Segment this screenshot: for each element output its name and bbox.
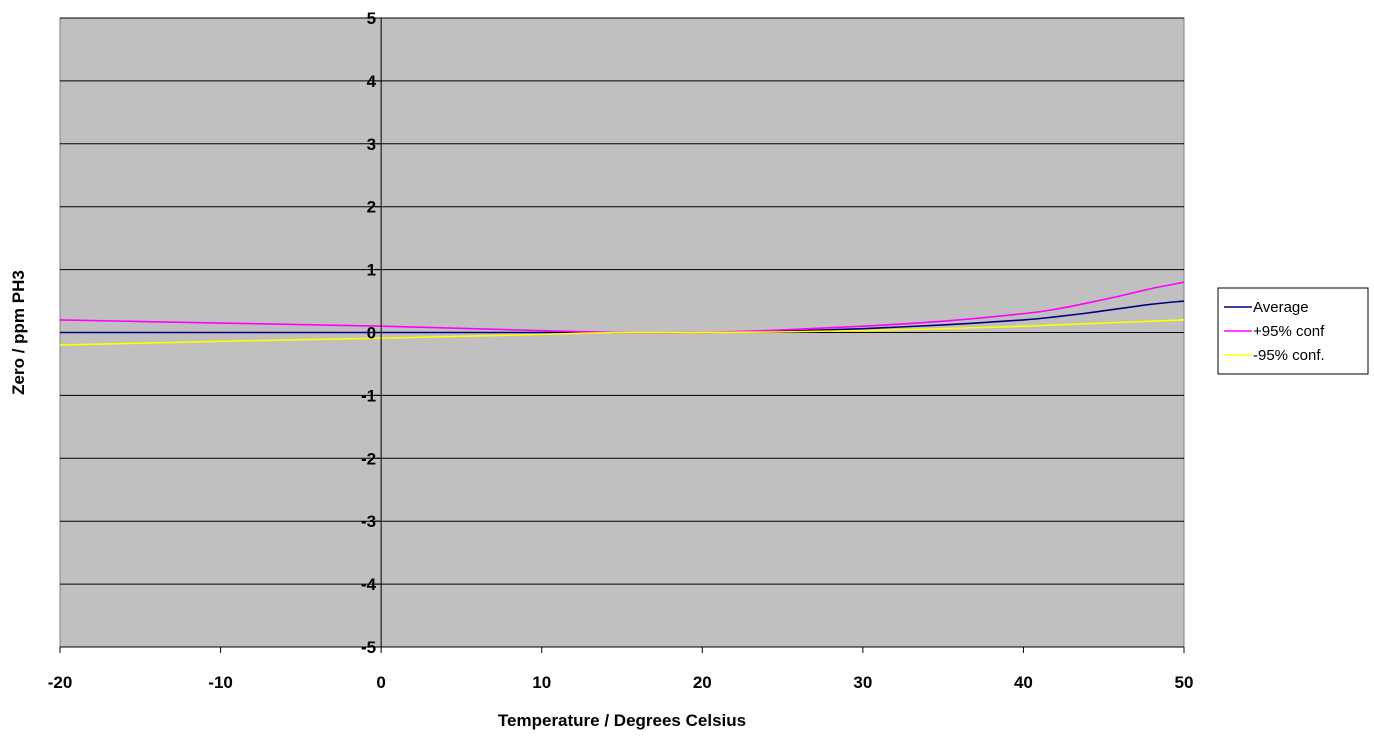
x-tick-label: 20 — [693, 673, 712, 692]
y-tick-label: -1 — [361, 386, 376, 405]
x-axis-title: Temperature / Degrees Celsius — [498, 711, 746, 730]
y-tick-label: -2 — [361, 449, 376, 468]
x-tick-label: 30 — [853, 673, 872, 692]
axes — [59, 17, 1185, 653]
y-tick-label: 2 — [367, 198, 376, 217]
x-tick-label: -10 — [208, 673, 233, 692]
y-axis-title: Zero / ppm PH3 — [9, 270, 28, 395]
y-tick-label: 0 — [367, 324, 376, 343]
y-tick-label: 5 — [367, 9, 376, 28]
y-tick-label: 4 — [367, 72, 377, 91]
x-tick-label: 40 — [1014, 673, 1033, 692]
y-tick-label: 1 — [367, 261, 376, 280]
series-line--95-conf- — [59, 319, 1185, 346]
x-tick-label: -20 — [48, 673, 73, 692]
y-tick-label: -5 — [361, 638, 376, 657]
x-tick-label: 0 — [376, 673, 385, 692]
y-tick-label: -4 — [361, 575, 377, 594]
x-tick-label: 10 — [532, 673, 551, 692]
series-lines — [59, 281, 1185, 346]
legend-label: -95% conf. — [1253, 347, 1325, 364]
y-tick-label: 3 — [367, 135, 376, 154]
legend: Average +95% conf -95% conf. — [1217, 287, 1369, 375]
legend-label: +95% conf — [1253, 323, 1325, 340]
gridlines — [60, 17, 1184, 648]
x-tick-label: 50 — [1175, 673, 1194, 692]
series-line--95-conf — [59, 281, 1185, 334]
legend-label: Average — [1253, 299, 1309, 316]
y-tick-label: -3 — [361, 512, 376, 531]
